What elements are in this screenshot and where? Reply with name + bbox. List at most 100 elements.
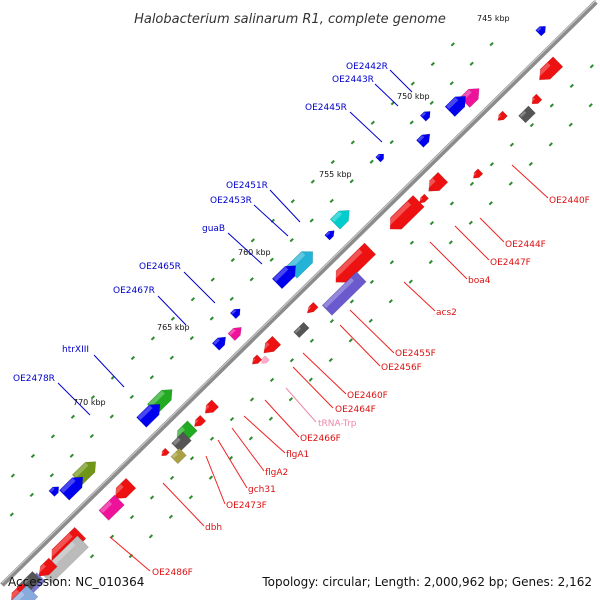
gene-feature-18[interactable] — [535, 56, 564, 85]
gene-feature-sheen-8 — [286, 251, 306, 270]
gene-label-OE2445R[interactable]: OE2445R — [305, 103, 347, 113]
gene-label-OE2453R[interactable]: OE2453R — [210, 196, 252, 206]
gene-label-acs2[interactable]: acs2 — [436, 308, 457, 318]
gene-label-OE2451R[interactable]: OE2451R — [226, 181, 268, 191]
gene-label-OE2456F[interactable]: OE2456F — [381, 363, 422, 373]
tick-mark-5 — [568, 122, 573, 127]
tick-mark-15 — [429, 100, 434, 106]
gene-feature-5[interactable] — [375, 152, 387, 163]
tick-mark-7 — [469, 61, 474, 66]
gene-feature-39[interactable] — [110, 477, 137, 503]
gene-feature-2[interactable] — [444, 91, 471, 118]
gene-label-flgA1[interactable]: flgA1 — [286, 450, 309, 460]
gene-feature-sheen-40 — [99, 500, 113, 514]
gene-feature-sheen-12 — [213, 338, 221, 345]
gene-feature-25[interactable] — [385, 194, 425, 234]
tick-mark-1 — [569, 83, 574, 89]
gene-label-dbh[interactable]: dbh — [205, 523, 222, 533]
tick-mark-94 — [10, 473, 16, 478]
gene-feature-17[interactable] — [48, 484, 62, 497]
gene-feature-20[interactable] — [518, 105, 536, 124]
gene-label-OE2447F[interactable]: OE2447F — [490, 258, 531, 268]
gene-feature-sheen-37 — [171, 452, 178, 459]
gene-label-OE2465R[interactable]: OE2465R — [139, 262, 181, 272]
gene-feature-27[interactable] — [321, 271, 367, 316]
gene-label-guaB[interactable]: guaB — [202, 224, 225, 234]
tick-mark-12 — [509, 142, 515, 147]
gene-feature-14[interactable] — [136, 399, 165, 428]
gene-feature-28[interactable] — [305, 301, 319, 315]
gene-label-OE2460F[interactable]: OE2460F — [347, 391, 388, 401]
gene-feature-1[interactable] — [459, 84, 484, 108]
gene-feature-16[interactable] — [58, 472, 87, 501]
gene-feature-30[interactable] — [260, 335, 282, 357]
gene-feature-12[interactable] — [211, 333, 229, 351]
gene-feature-sheen-0 — [536, 26, 542, 32]
gene-feature-sheen-27 — [323, 277, 355, 309]
gene-feature-9[interactable] — [271, 261, 300, 290]
gene-feature-10[interactable] — [229, 306, 243, 320]
gene-feature-22[interactable] — [471, 168, 484, 181]
gene-feature-6[interactable] — [329, 205, 354, 230]
gene-feature-29[interactable] — [293, 321, 310, 339]
callout-line-10 — [511, 164, 549, 199]
callout-line-3 — [269, 189, 301, 223]
gene-feature-47[interactable] — [0, 584, 39, 600]
gene-label-OE2473F[interactable]: OE2473F — [226, 501, 267, 511]
gene-feature-34[interactable] — [192, 414, 207, 429]
gene-label-OE2464F[interactable]: OE2464F — [335, 405, 376, 415]
gene-label-flgA2[interactable]: flgA2 — [265, 468, 288, 478]
tick-mark-69 — [248, 436, 254, 441]
gene-label-tRNA-Trp[interactable]: tRNA-Trp — [318, 419, 357, 429]
gene-feature-4[interactable] — [415, 130, 433, 148]
gene-feature-19[interactable] — [529, 93, 543, 107]
gene-label-OE2486F[interactable]: OE2486F — [152, 568, 193, 578]
tick-mark-93 — [128, 553, 134, 559]
tick-mark-29 — [448, 240, 453, 245]
gene-feature-32[interactable] — [250, 354, 263, 367]
gene-feature-sheen-4 — [417, 135, 425, 142]
tick-mark-32 — [409, 240, 415, 245]
gene-label-gch31[interactable]: gch31 — [248, 485, 276, 495]
gene-feature-sheen-20 — [519, 110, 527, 118]
gene-label-OE2440F[interactable]: OE2440F — [549, 196, 590, 206]
gene-label-OE2466F[interactable]: OE2466F — [300, 434, 341, 444]
gene-feature-sheen-31 — [260, 358, 264, 363]
gene-feature-33[interactable] — [202, 399, 220, 417]
gene-feature-40[interactable] — [98, 494, 125, 521]
tick-mark-54 — [210, 277, 215, 282]
gene-feature-3[interactable] — [419, 109, 433, 122]
gene-feature-0[interactable] — [535, 23, 549, 37]
gene-feature-24[interactable] — [417, 193, 429, 205]
gene-feature-7[interactable] — [324, 228, 337, 241]
tick-mark-26 — [350, 140, 355, 145]
gene-label-OE2478R[interactable]: OE2478R — [13, 374, 55, 384]
gene-feature-36[interactable] — [171, 431, 192, 453]
gene-feature-31[interactable] — [259, 355, 270, 366]
callout-line-23 — [217, 439, 248, 489]
gene-feature-11[interactable] — [227, 324, 245, 342]
tick-mark-49 — [348, 338, 353, 343]
gene-label-OE2442R[interactable]: OE2442R — [346, 62, 388, 72]
tick-mark-47 — [269, 257, 274, 262]
gene-feature-42[interactable] — [39, 535, 89, 584]
gene-label-OE2443R[interactable]: OE2443R — [332, 75, 374, 85]
callout-line-15 — [349, 309, 395, 354]
gene-feature-sheen-21 — [496, 114, 502, 119]
gene-label-OE2455F[interactable]: OE2455F — [395, 349, 436, 359]
gene-feature-21[interactable] — [495, 110, 508, 123]
tick-mark-23 — [389, 139, 394, 145]
gene-feature-26[interactable] — [330, 242, 377, 288]
gene-label-OE2467R[interactable]: OE2467R — [113, 286, 155, 296]
tick-mark-95 — [29, 492, 34, 498]
gene-feature-37[interactable] — [170, 447, 187, 465]
gene-label-boa4[interactable]: boa4 — [468, 276, 491, 286]
gene-feature-23[interactable] — [424, 171, 449, 196]
gene-feature-sheen-10 — [231, 309, 237, 315]
gene-label-htrXIII[interactable]: htrXIII — [62, 345, 89, 355]
gene-label-OE2444F[interactable]: OE2444F — [505, 240, 546, 250]
gene-feature-38[interactable] — [160, 447, 170, 458]
gene-feature-sheen-23 — [424, 178, 436, 189]
gene-feature-43[interactable] — [35, 557, 58, 581]
tick-mark-6 — [450, 42, 455, 47]
